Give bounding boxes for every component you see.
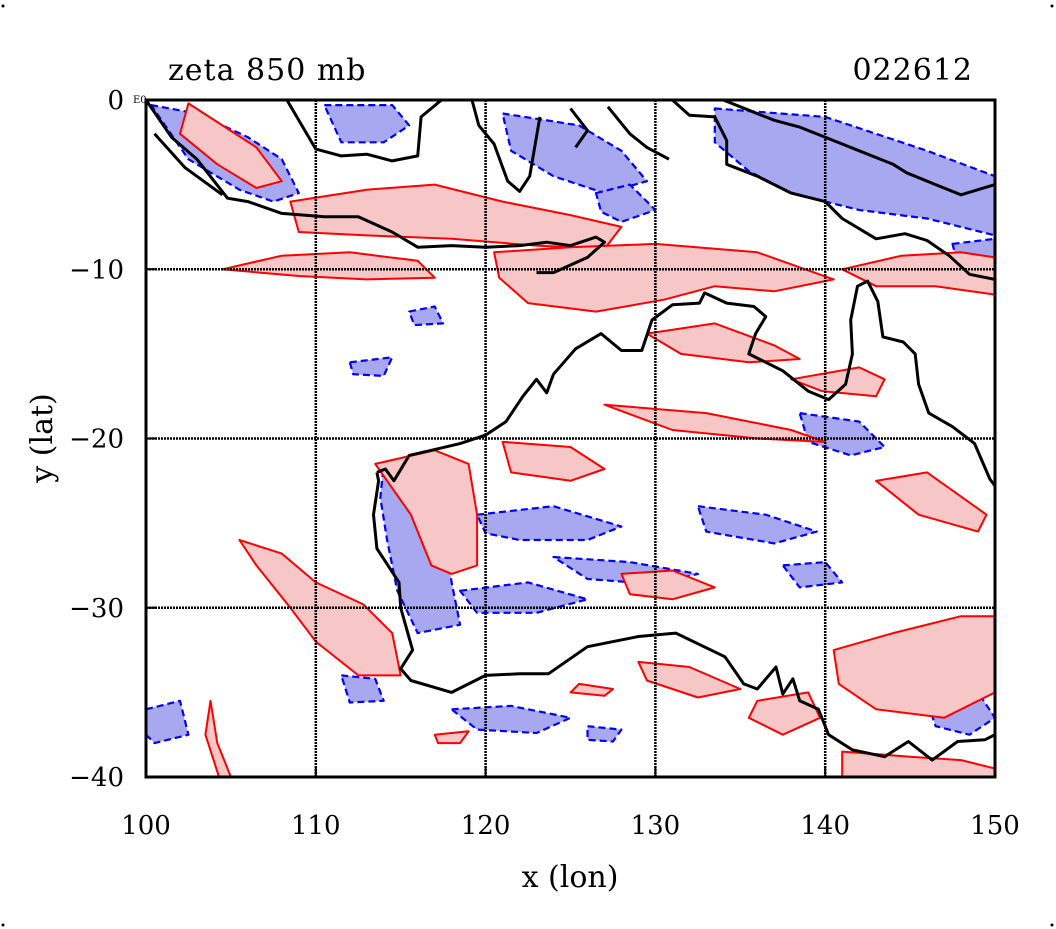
coastline xyxy=(722,100,995,197)
x-tick-label: 120 xyxy=(461,811,511,841)
x-tick-label: 100 xyxy=(121,811,171,841)
negative-vorticity-contour xyxy=(323,103,411,144)
positive-vorticity-contour xyxy=(374,449,479,575)
page-corner-dot xyxy=(1,923,5,927)
coastline-layer xyxy=(146,100,995,762)
y-axis-ticks: 0 −10 −20 −30 −40 xyxy=(69,86,156,793)
coastline xyxy=(146,100,606,275)
positive-vorticity-contour xyxy=(637,660,742,699)
coastline xyxy=(153,132,224,197)
negative-vorticity-contour xyxy=(450,704,572,735)
positive-vorticity-contour xyxy=(875,471,988,533)
negative-vorticity-layer xyxy=(146,103,995,745)
positive-vorticity-contour xyxy=(204,699,232,777)
y-tick-label: −30 xyxy=(69,594,124,624)
y-tick-label: −20 xyxy=(69,425,124,455)
negative-vorticity-contour xyxy=(696,505,818,545)
negative-vorticity-contour xyxy=(459,581,589,614)
negative-vorticity-contour xyxy=(340,674,385,704)
x-axis-label: x (lon) xyxy=(522,860,619,895)
coastline xyxy=(606,105,670,161)
coastline xyxy=(569,107,589,149)
positive-vorticity-contour xyxy=(433,730,470,745)
positive-vorticity-contour xyxy=(603,403,827,443)
page-corner-dot xyxy=(1,4,5,8)
x-axis-ticks: 100 110 120 130 140 150 xyxy=(121,767,1020,841)
y-tick-label: −40 xyxy=(69,763,124,793)
page-corner-dot xyxy=(1050,4,1054,8)
negative-vorticity-contour xyxy=(408,305,445,327)
y-axis-label: y (lat) xyxy=(25,393,60,483)
positive-vorticity-layer xyxy=(179,102,995,777)
positive-vorticity-contour xyxy=(620,569,716,601)
plot-area xyxy=(146,100,995,777)
coastline xyxy=(470,100,542,193)
grid-layer xyxy=(146,100,995,777)
y-tick-label: 0 xyxy=(107,86,124,116)
positive-vorticity-contour xyxy=(289,183,623,250)
positive-vorticity-contour xyxy=(832,615,995,719)
coastline xyxy=(285,100,443,163)
positive-vorticity-contour xyxy=(569,682,614,697)
negative-vorticity-contour xyxy=(781,560,844,589)
positive-vorticity-contour xyxy=(501,440,606,482)
x-tick-label: 110 xyxy=(291,811,341,841)
coastline xyxy=(376,279,995,487)
positive-vorticity-contour xyxy=(841,750,995,777)
negative-vorticity-contour xyxy=(348,356,394,377)
y-tick-label: −10 xyxy=(69,255,124,285)
coastline xyxy=(372,472,995,762)
x-tick-label: 140 xyxy=(800,811,850,841)
corner-mark: E0 xyxy=(133,95,147,106)
page-corner-dot xyxy=(1050,923,1054,927)
plot-timestamp: 022612 xyxy=(852,53,973,88)
positive-vorticity-contour xyxy=(645,322,801,364)
coastline xyxy=(671,100,995,281)
positive-vorticity-contour xyxy=(179,102,283,189)
x-tick-label: 130 xyxy=(631,811,681,841)
plot-title: zeta 850 mb xyxy=(168,53,367,88)
negative-vorticity-contour xyxy=(586,725,623,743)
negative-vorticity-contour xyxy=(713,107,995,237)
negative-vorticity-contour xyxy=(594,183,657,223)
negative-vorticity-contour xyxy=(146,699,190,745)
x-tick-label: 150 xyxy=(970,811,1020,841)
